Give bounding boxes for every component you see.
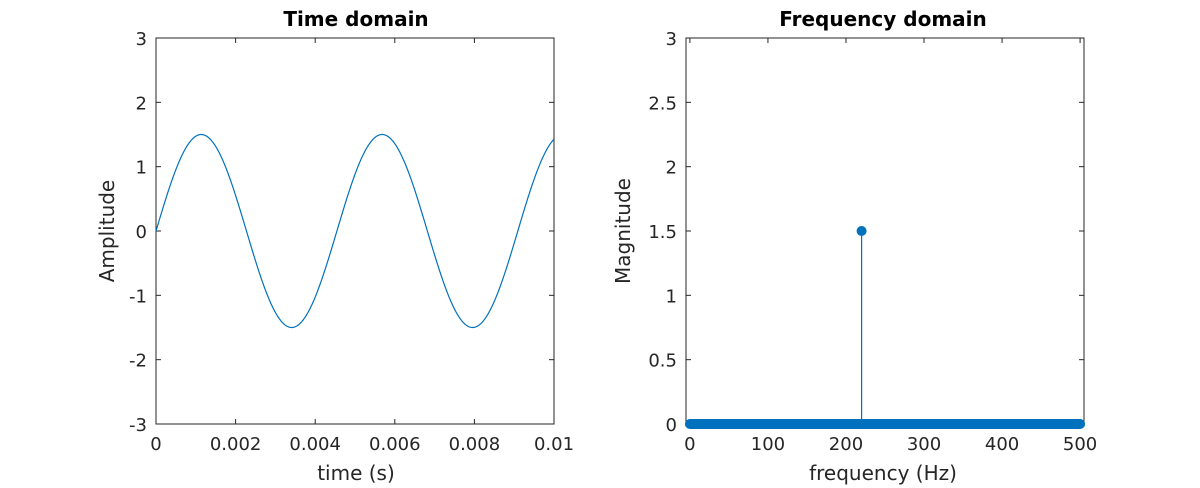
frequency-domain-y-tick-label: 0.5 — [648, 351, 677, 372]
frequency-domain-plot: Frequency domain 0 100 200 300 400 500 0 0.5 1 1… — [611, 7, 1097, 485]
time-domain-x-tick-label: 0.002 — [210, 434, 262, 455]
frequency-domain-y-tick-label: 1 — [666, 286, 677, 307]
time-domain-y-tick-label: -2 — [129, 351, 147, 372]
frequency-domain-y-tick-label: 2 — [666, 158, 677, 179]
frequency-domain-y-ticks: 0 0.5 1 1.5 2 2.5 3 — [648, 29, 1084, 436]
time-domain-title: Time domain — [283, 7, 428, 31]
time-domain-y-tick-label: -3 — [129, 415, 147, 436]
time-domain-x-tick-label: 0 — [150, 434, 161, 455]
frequency-domain-y-tick-label: 1.5 — [648, 222, 677, 243]
time-domain-y-ticks: -3 -2 -1 0 1 2 3 — [129, 29, 554, 436]
time-domain-x-tick-label: 0.004 — [289, 434, 341, 455]
frequency-domain-x-tick-label: 500 — [1063, 434, 1097, 455]
frequency-domain-title: Frequency domain — [779, 7, 987, 31]
frequency-domain-peak-marker — [856, 226, 867, 236]
time-domain-x-ticks: 0 0.002 0.004 0.006 0.008 0.01 — [150, 38, 574, 455]
time-domain-y-tick-label: -1 — [129, 286, 147, 307]
frequency-domain-x-tick-label: 300 — [907, 434, 941, 455]
time-domain-x-tick-label: 0.008 — [449, 434, 501, 455]
time-domain-y-tick-label: 2 — [136, 93, 147, 114]
frequency-domain-y-tick-label: 0 — [666, 415, 677, 436]
time-domain-x-tick-label: 0.01 — [534, 434, 574, 455]
frequency-domain-x-tick-label: 100 — [751, 434, 785, 455]
time-domain-plot: Time domain 0 0.002 0.004 0.006 0.008 0.01 -3… — [95, 7, 574, 485]
frequency-domain-x-tick-label: 400 — [985, 434, 1019, 455]
frequency-domain-stems — [684, 226, 1086, 429]
frequency-domain-y-tick-label: 2.5 — [648, 93, 677, 114]
time-domain-y-axis-label: Amplitude — [95, 180, 119, 283]
time-domain-y-tick-label: 0 — [136, 222, 147, 243]
time-domain-y-tick-label: 3 — [136, 29, 147, 50]
time-domain-y-tick-label: 1 — [136, 158, 147, 179]
frequency-domain-y-axis-label: Magnitude — [611, 178, 635, 284]
frequency-domain-x-ticks: 0 100 200 300 400 500 — [684, 38, 1097, 455]
time-domain-x-axis-label: time (s) — [317, 461, 395, 485]
frequency-domain-y-tick-label: 3 — [666, 29, 677, 50]
frequency-domain-x-axis-label: frequency (Hz) — [809, 461, 957, 485]
frequency-domain-x-tick-label: 0 — [684, 434, 695, 455]
time-domain-series-line — [155, 133, 555, 329]
time-domain-x-tick-label: 0.006 — [369, 434, 421, 455]
frequency-domain-x-tick-label: 200 — [829, 434, 863, 455]
